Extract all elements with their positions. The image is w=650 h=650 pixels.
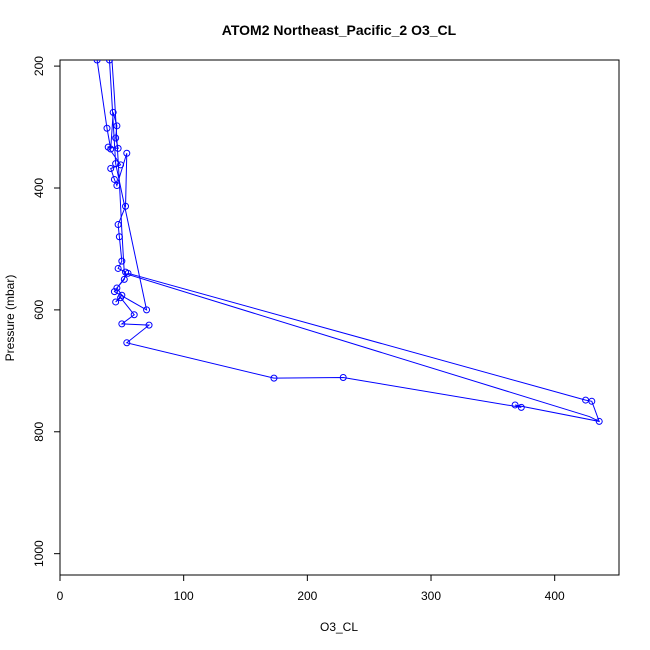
data-point: [517, 403, 525, 411]
y-tick-label: 1000: [32, 540, 46, 567]
data-point: [114, 264, 122, 272]
y-axis-label: Pressure (mbar): [3, 275, 17, 362]
data-point: [130, 311, 138, 319]
data-point: [143, 306, 151, 314]
x-tick-label: 200: [297, 589, 317, 603]
data-point: [109, 108, 117, 116]
data-point: [122, 202, 130, 210]
data-point: [93, 60, 101, 64]
x-axis: 0 100 200 300 400: [57, 575, 565, 603]
y-axis: 200 400 600 800 1000: [32, 56, 60, 567]
data-point: [117, 161, 125, 169]
data-point: [123, 339, 131, 347]
data-point: [104, 143, 112, 151]
data-point: [114, 144, 122, 152]
plot-area-frame: [59, 59, 620, 576]
data-point: [113, 122, 121, 130]
data-point: [595, 417, 603, 425]
y-tick-label: 800: [32, 421, 46, 441]
y-tick-label: 200: [32, 56, 46, 76]
data-point: [112, 134, 120, 142]
x-tick-label: 0: [57, 589, 64, 603]
data-point: [270, 374, 278, 382]
data-point: [112, 298, 120, 306]
x-tick-label: 400: [545, 589, 565, 603]
data-point: [339, 374, 347, 382]
data-point: [110, 288, 118, 296]
data-point: [107, 164, 115, 172]
x-axis-label: O3_CL: [320, 620, 358, 634]
data-point: [118, 257, 126, 265]
data-series: [93, 60, 603, 425]
data-point: [105, 60, 113, 64]
data-point: [145, 321, 153, 329]
series-line: [96, 60, 600, 423]
x-tick-label: 100: [174, 589, 194, 603]
x-tick-label: 300: [421, 589, 441, 603]
data-point: [511, 401, 519, 409]
data-point: [110, 175, 118, 183]
chart-title: ATOM2 Northeast_Pacific_2 O3_CL: [222, 22, 457, 38]
series-line: [111, 60, 600, 422]
data-point: [118, 320, 126, 328]
data-point: [103, 124, 111, 132]
data-point: [120, 275, 128, 283]
y-tick-label: 400: [32, 178, 46, 198]
data-point: [117, 294, 125, 302]
data-point: [582, 396, 590, 404]
y-tick-label: 600: [32, 300, 46, 320]
data-point: [123, 149, 131, 157]
